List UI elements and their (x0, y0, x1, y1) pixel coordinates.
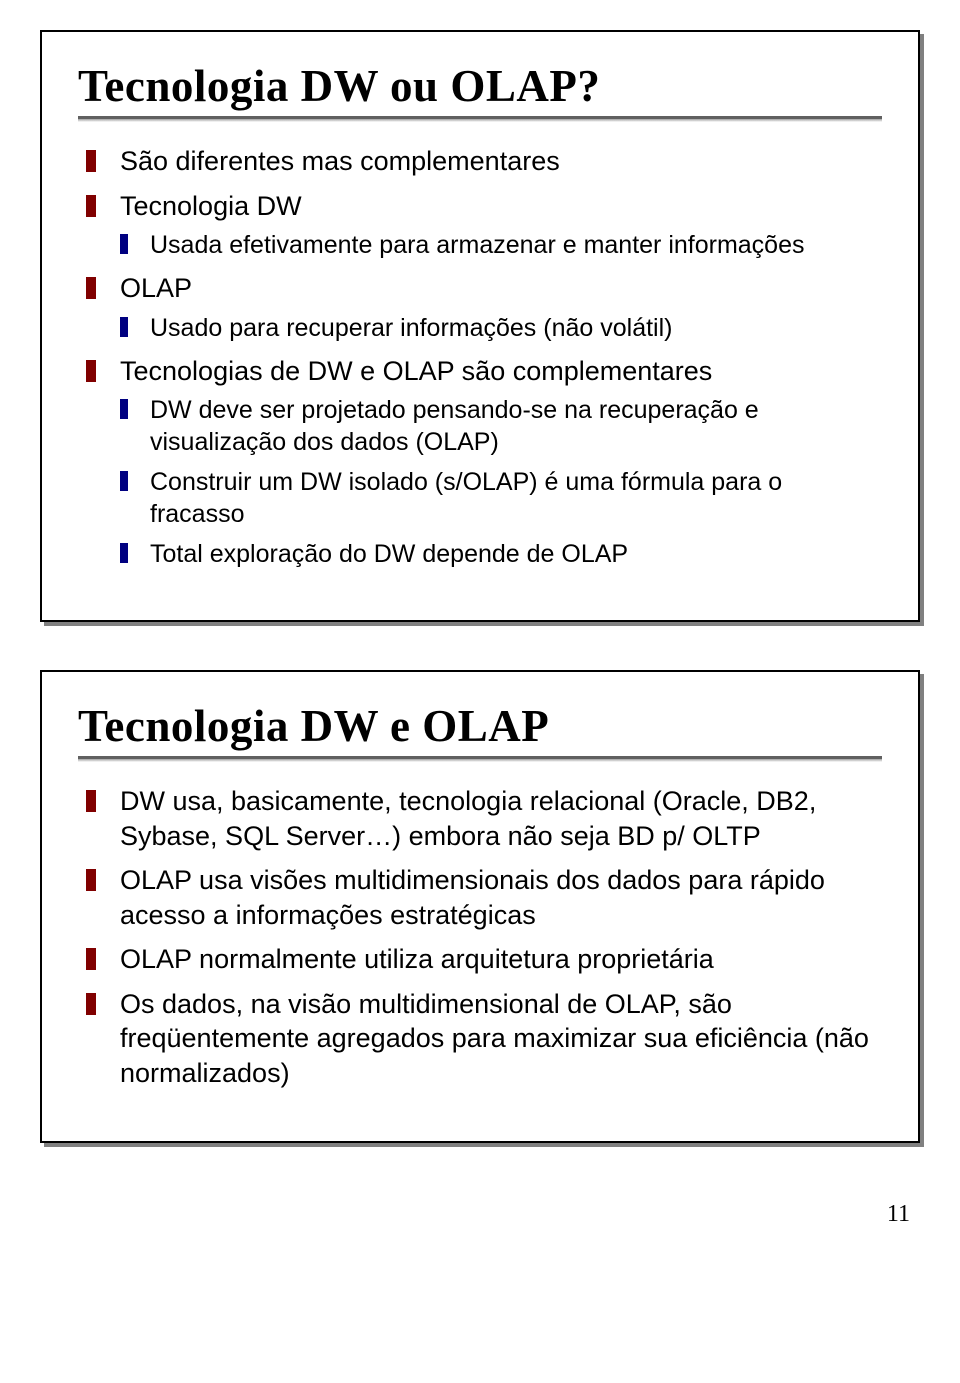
list-item: Tecnologia DW Usada efetivamente para ar… (86, 189, 882, 262)
list-item-text: Tecnologia DW (120, 191, 302, 221)
list-item-text: Construir um DW isolado (s/OLAP) é uma f… (150, 468, 782, 528)
list-item: Construir um DW isolado (s/OLAP) é uma f… (120, 466, 882, 530)
sub-list: Usada efetivamente para armazenar e mant… (120, 229, 882, 261)
list-item: Os dados, na visão multidimensional de O… (86, 987, 882, 1091)
slide-1-list: São diferentes mas complementares Tecnol… (78, 144, 882, 570)
slide-2-list: DW usa, basicamente, tecnologia relacion… (78, 784, 882, 1090)
list-item: Tecnologias de DW e OLAP são complementa… (86, 354, 882, 571)
list-item: OLAP Usado para recuperar informações (n… (86, 271, 882, 344)
slide-1: Tecnologia DW ou OLAP? São diferentes ma… (40, 30, 920, 622)
list-item: Usada efetivamente para armazenar e mant… (120, 229, 882, 261)
list-item-text: Total exploração do DW depende de OLAP (150, 540, 628, 568)
list-item-text: Tecnologias de DW e OLAP são complementa… (120, 356, 712, 386)
list-item: OLAP usa visões multidimensionais dos da… (86, 863, 882, 932)
page-number: 11 (40, 1191, 920, 1228)
slide-1-title: Tecnologia DW ou OLAP? (78, 60, 882, 112)
list-item: São diferentes mas complementares (86, 144, 882, 179)
list-item: Usado para recuperar informações (não vo… (120, 312, 882, 344)
sub-list: DW deve ser projetado pensando-se na rec… (120, 394, 882, 570)
list-item-text: OLAP normalmente utiliza arquitetura pro… (120, 944, 714, 974)
list-item-text: Usada efetivamente para armazenar e mant… (150, 231, 805, 259)
title-rule (78, 756, 882, 762)
sub-list: Usado para recuperar informações (não vo… (120, 312, 882, 344)
list-item-text: Os dados, na visão multidimensional de O… (120, 989, 869, 1088)
slide-2-title: Tecnologia DW e OLAP (78, 700, 882, 752)
list-item: OLAP normalmente utiliza arquitetura pro… (86, 942, 882, 977)
list-item-text: OLAP (120, 273, 192, 303)
list-item-text: OLAP usa visões multidimensionais dos da… (120, 865, 825, 930)
list-item: DW usa, basicamente, tecnologia relacion… (86, 784, 882, 853)
list-item-text: DW usa, basicamente, tecnologia relacion… (120, 786, 816, 851)
slide-2: Tecnologia DW e OLAP DW usa, basicamente… (40, 670, 920, 1142)
list-item: DW deve ser projetado pensando-se na rec… (120, 394, 882, 458)
title-rule (78, 116, 882, 122)
list-item-text: São diferentes mas complementares (120, 146, 560, 176)
list-item-text: DW deve ser projetado pensando-se na rec… (150, 396, 759, 456)
list-item-text: Usado para recuperar informações (não vo… (150, 314, 672, 342)
list-item: Total exploração do DW depende de OLAP (120, 538, 882, 570)
